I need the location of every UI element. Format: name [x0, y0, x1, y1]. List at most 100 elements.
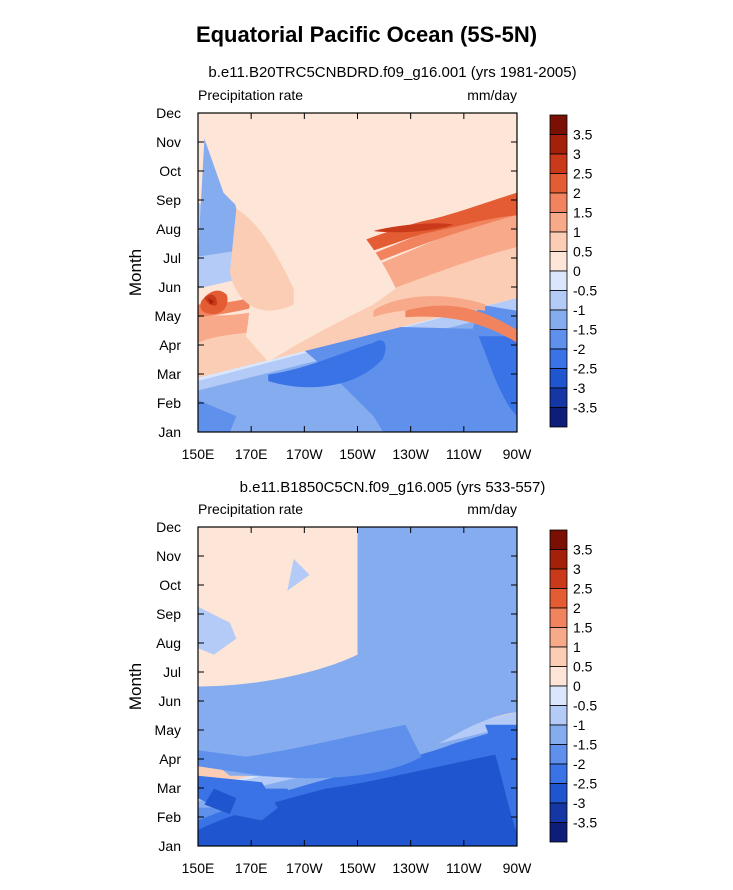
colorbar-box	[549, 270, 568, 291]
colorbar-label: 2.5	[573, 166, 593, 182]
colorbar-box	[549, 802, 568, 823]
colorbar-label: 1.5	[573, 620, 593, 636]
y-axis-label: Month	[126, 249, 145, 296]
contour-region	[198, 527, 517, 778]
colorbar-label: 0	[573, 678, 581, 694]
panel-title: b.e11.B1850C5CN.f09_g16.005 (yrs 533-557…	[240, 479, 546, 496]
colorbar-box	[549, 588, 568, 609]
x-tick-label: 90W	[503, 860, 533, 876]
colorbar-label: 2	[573, 600, 581, 616]
panel-1: Jan Feb Mar Apr May Jun Jul Aug Sep Oct Nov Dec 150E…	[126, 64, 597, 462]
x-tick-label: 130W	[392, 860, 429, 876]
y-tick-label: Mar	[157, 780, 181, 796]
y-tick-label: May	[155, 722, 181, 738]
colorbar-box	[549, 822, 568, 843]
y-tick-label: Jan	[158, 838, 181, 854]
colorbar-box	[549, 568, 568, 589]
colorbar-label: 0.5	[573, 659, 593, 675]
y-tick-label: Nov	[156, 134, 181, 150]
x-tick-label: 150E	[182, 446, 215, 462]
colorbar-box	[549, 627, 568, 648]
colorbar-label: 1	[573, 639, 581, 655]
x-tick-label: 170E	[235, 860, 268, 876]
y-tick-label: Aug	[156, 635, 181, 651]
colorbar-label: -0.5	[573, 698, 597, 714]
y-tick-label: Oct	[159, 163, 181, 179]
colorbar-label: -3	[573, 380, 586, 396]
units-label: mm/day	[467, 87, 517, 103]
contour-region	[198, 606, 237, 655]
colorbar-box	[549, 646, 568, 667]
y-tick-label: Jun	[158, 279, 181, 295]
colorbar-box	[549, 549, 568, 570]
contour-region	[485, 724, 517, 834]
colorbar-box	[549, 153, 568, 174]
colorbar-box	[549, 666, 568, 687]
colorbar-box	[549, 763, 568, 784]
colorbar-label: -1	[573, 717, 586, 733]
colorbar-box	[549, 744, 568, 765]
contour-region	[268, 340, 386, 388]
y-tick-label: Oct	[159, 577, 181, 593]
y-tick-label: May	[155, 308, 181, 324]
y-tick-label: Mar	[157, 366, 181, 382]
contour-region	[478, 336, 517, 417]
colorbar-label: 0.5	[573, 244, 593, 260]
colorbar-box	[549, 368, 568, 389]
colorbar-box	[549, 173, 568, 194]
colorbar-box	[549, 192, 568, 213]
x-tick-label: 110W	[446, 446, 482, 462]
colorbar-label: -2.5	[573, 776, 597, 792]
colorbar-label: 1	[573, 224, 581, 240]
variable-label: Precipitation rate	[198, 501, 303, 517]
colorbar-label: 2	[573, 185, 581, 201]
colorbar-box	[549, 309, 568, 330]
contour-region	[198, 724, 422, 779]
y-tick-label: Sep	[156, 606, 181, 622]
contour-field	[198, 113, 517, 432]
y-tick-label: Jan	[158, 424, 181, 440]
x-tick-label: 170E	[235, 446, 268, 462]
colorbar-box	[549, 407, 568, 428]
figure-title: Equatorial Pacific Ocean (5S-5N)	[195, 22, 538, 47]
contour-region	[373, 786, 422, 808]
colorbar-box	[549, 212, 568, 233]
x-tick-label: 170W	[286, 446, 323, 462]
contour-field	[198, 527, 517, 846]
x-tick-label: 130W	[392, 446, 429, 462]
y-tick-label: Jul	[163, 664, 181, 680]
y-tick-label: Apr	[159, 751, 181, 767]
colorbar-label: -3.5	[573, 400, 597, 416]
colorbar-box	[549, 783, 568, 804]
colorbar-box	[549, 134, 568, 155]
colorbar-label: -1.5	[573, 322, 597, 338]
colorbar-box	[549, 231, 568, 252]
colorbar-box	[549, 724, 568, 745]
x-tick-label: 170W	[286, 860, 323, 876]
y-tick-label: Dec	[156, 105, 181, 121]
y-tick-label: Dec	[156, 519, 181, 535]
contour-region	[405, 305, 517, 343]
colorbar-label: -2.5	[573, 361, 597, 377]
colorbar-box	[549, 290, 568, 311]
colorbar-box	[549, 685, 568, 706]
colorbar-box	[549, 705, 568, 726]
colorbar-label: 0	[573, 263, 581, 279]
colorbar-box	[549, 529, 568, 550]
colorbar-label: 3	[573, 561, 581, 577]
contour-region	[204, 788, 237, 815]
y-tick-label: Feb	[157, 809, 181, 825]
y-tick-label: Sep	[156, 192, 181, 208]
y-axis-label: Month	[126, 663, 145, 710]
colorbar-label: -1	[573, 302, 586, 318]
colorbar-label: 3	[573, 146, 581, 162]
contour-region	[207, 298, 214, 305]
colorbar-box	[549, 329, 568, 350]
y-tick-label: Jul	[163, 250, 181, 266]
colorbar-box	[549, 348, 568, 369]
colorbar-label: 2.5	[573, 581, 593, 597]
contour-region	[229, 208, 294, 311]
colorbar-label: -1.5	[573, 737, 597, 753]
x-tick-label: 150W	[339, 446, 376, 462]
